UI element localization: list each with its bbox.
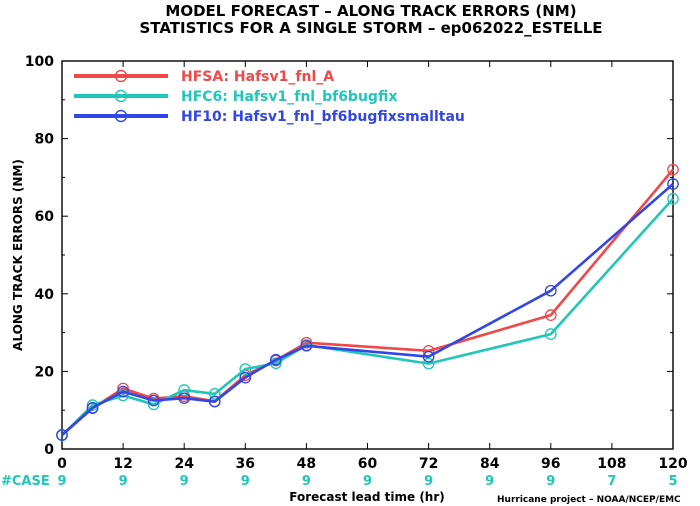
chart-title: MODEL FORECAST – ALONG TRACK ERRORS (NM) — [165, 2, 576, 20]
series-point — [544, 284, 557, 297]
x-tick-label: 108 — [597, 456, 626, 472]
series-point — [667, 178, 679, 190]
case-count: 9 — [57, 474, 66, 489]
series-point — [544, 309, 557, 321]
x-tick-label: 84 — [480, 456, 500, 472]
case-count: 5 — [668, 474, 677, 489]
legend-marker — [114, 109, 128, 123]
x-tick-label: 24 — [174, 456, 194, 472]
case-count: 9 — [485, 474, 494, 489]
series-point — [269, 353, 282, 366]
series-point — [56, 429, 68, 441]
x-tick-label: 36 — [236, 456, 255, 472]
series-point — [178, 392, 191, 405]
case-count: 9 — [180, 474, 189, 489]
credit-text: Hurricane project – NOAA/NCEP/EMC — [497, 495, 681, 505]
x-axis-label: Forecast lead time (hr) — [289, 490, 445, 504]
y-axis-label: ALONG TRACK ERRORS (NM) — [11, 159, 25, 351]
y-tick-label: 40 — [35, 287, 55, 303]
case-count: 9 — [363, 474, 372, 489]
legend-label: HFC6: Hafsv1_fnl_bf6bugfix — [181, 89, 397, 105]
legend-marker — [114, 69, 128, 83]
case-count: 9 — [546, 474, 555, 489]
series-point — [208, 388, 221, 400]
series-point — [422, 350, 435, 363]
series-point — [239, 371, 252, 384]
legend-label: HFSA: Hafsv1_fnl_A — [181, 69, 334, 85]
chart-subtitle: STATISTICS FOR A SINGLE STORM – ep062022… — [139, 19, 602, 37]
case-count: 9 — [241, 474, 250, 489]
x-tick-label: 96 — [541, 456, 560, 472]
case-count: 9 — [424, 474, 433, 489]
case-count: 9 — [119, 474, 128, 489]
case-label: #CASE — [1, 474, 50, 489]
x-tick-label: 120 — [658, 456, 687, 472]
legend-label: HF10: Hafsv1_fnl_bf6bugfixsmalltau — [181, 109, 465, 125]
y-tick-label: 20 — [35, 364, 55, 380]
x-tick-label: 72 — [419, 456, 438, 472]
y-tick-label: 0 — [44, 442, 54, 458]
y-tick-label: 60 — [35, 209, 55, 225]
y-tick-label: 100 — [25, 54, 54, 70]
series-point — [422, 357, 435, 370]
series-point — [117, 382, 129, 395]
x-tick-label: 0 — [57, 456, 67, 472]
series-point — [117, 385, 129, 398]
series-point — [86, 402, 99, 414]
legend-marker — [114, 89, 128, 103]
series-point — [178, 384, 191, 396]
x-tick-label: 48 — [297, 456, 316, 472]
y-tick-label: 80 — [35, 132, 55, 148]
series-point — [208, 395, 221, 408]
series-point — [667, 163, 679, 176]
x-tick-label: 12 — [113, 456, 132, 472]
series-point — [667, 192, 679, 205]
x-tick-label: 60 — [358, 456, 378, 472]
axes: 0 12 24 36 48 60 72 84 96 108 120 0 20 40 60 80 100 — [25, 54, 688, 472]
case-count: 7 — [607, 474, 616, 489]
series-point — [544, 328, 557, 341]
case-count: 9 — [302, 474, 311, 489]
series-group — [56, 163, 679, 442]
series-point — [239, 363, 252, 375]
legend: HFSA: Hafsv1_fnl_A HFC6: Hafsv1_fnl_bf6bu… — [74, 69, 465, 125]
series-point — [147, 394, 160, 407]
series-point — [300, 339, 313, 352]
